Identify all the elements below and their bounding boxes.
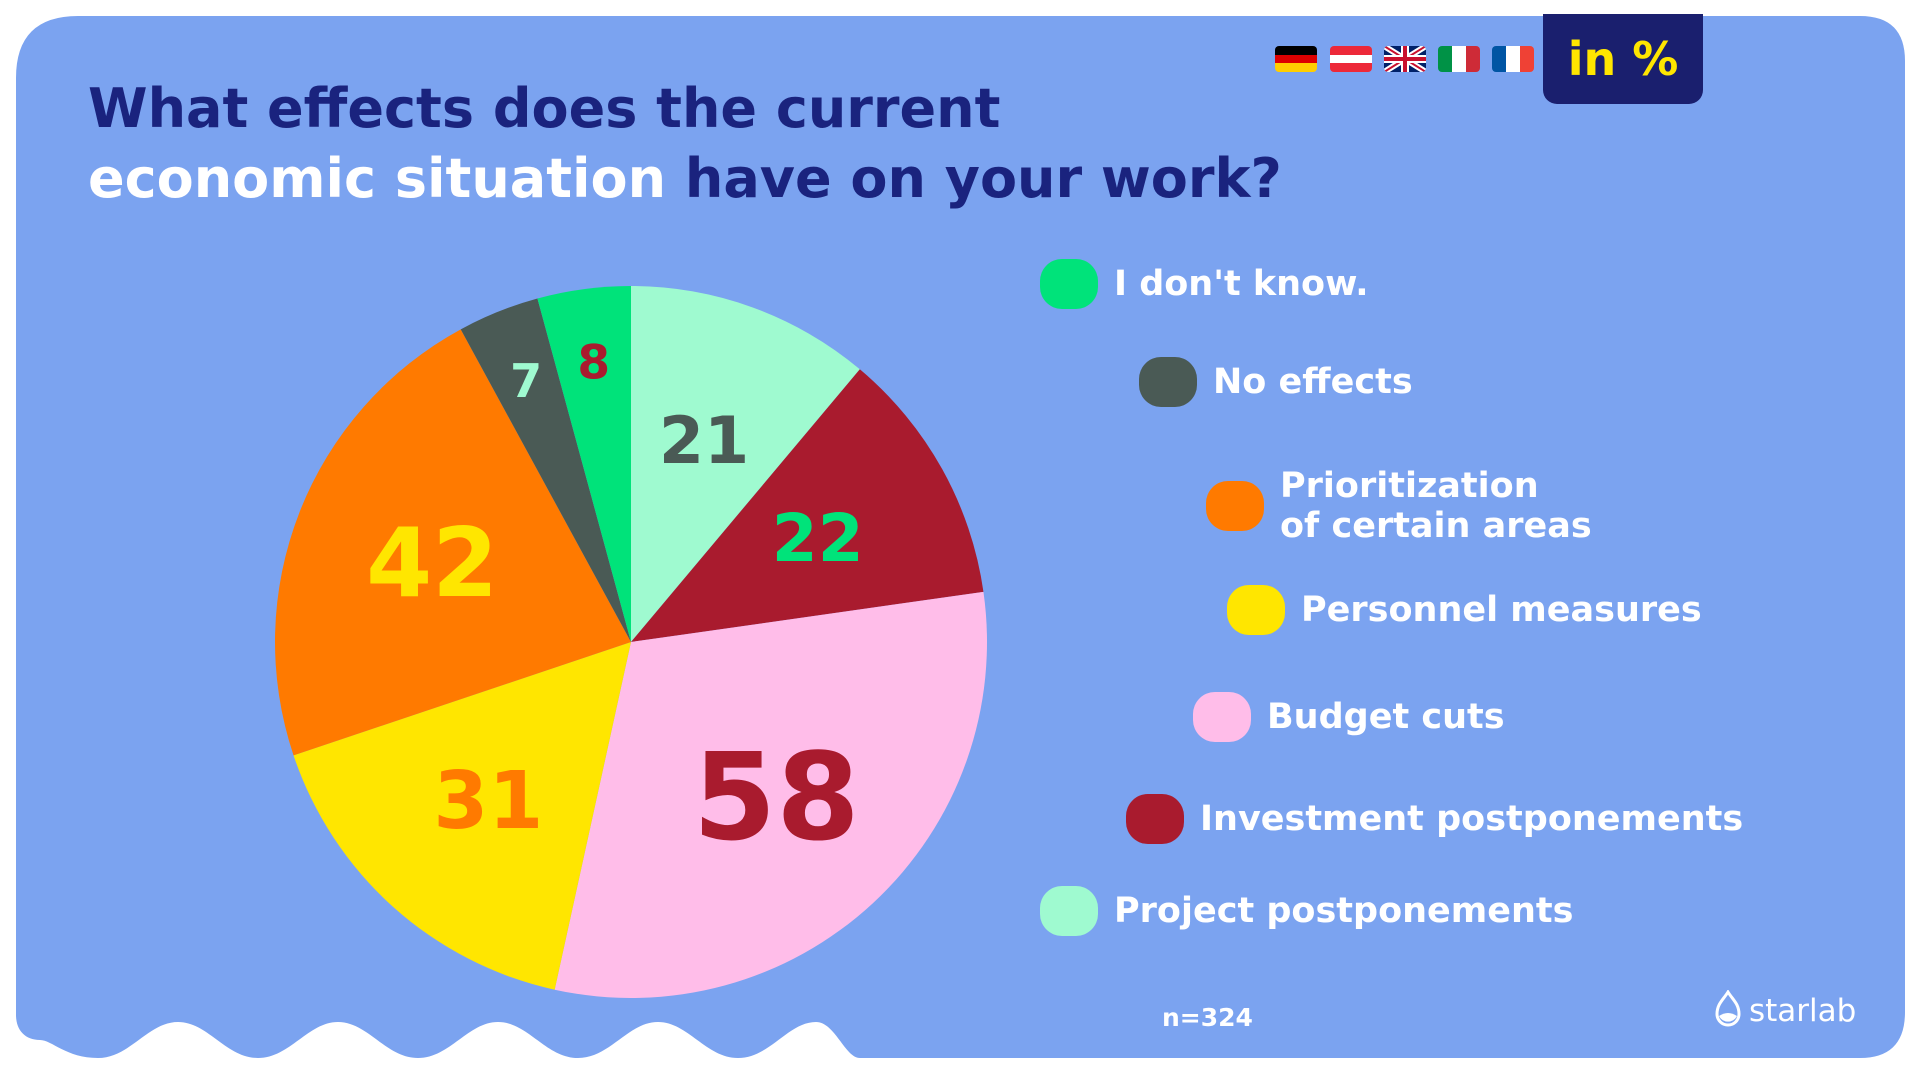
data-label-dont-know: 8 <box>577 336 610 391</box>
legend-item-prioritization: Prioritization of certain areas <box>1206 466 1592 546</box>
title-line-1: What effects does the current <box>88 77 1001 140</box>
data-label-prioritization: 42 <box>366 509 498 619</box>
legend-item-budget-cuts: Budget cuts <box>1193 692 1505 742</box>
french-flag-icon <box>1492 46 1534 72</box>
legend-item-project: Project postponements <box>1040 886 1573 936</box>
uk-flag-icon <box>1384 46 1426 72</box>
austrian-flag-icon <box>1330 46 1372 72</box>
legend-swatch-personnel <box>1227 585 1285 635</box>
legend-label-personnel: Personnel measures <box>1301 590 1702 630</box>
data-label-project: 21 <box>659 404 749 479</box>
data-label-budget-cuts: 58 <box>693 729 860 868</box>
pie-slice-dont-know <box>537 286 631 642</box>
pie-data-labels: 21 22 58 31 42 7 8 <box>366 336 864 868</box>
data-label-investment: 22 <box>772 500 864 577</box>
legend-label-no-effects: No effects <box>1213 362 1413 402</box>
pie-slice-personnel <box>293 642 631 990</box>
italian-flag-icon <box>1438 46 1480 72</box>
pie-slices <box>275 286 987 998</box>
legend-label-prioritization: Prioritization of certain areas <box>1280 466 1592 546</box>
sample-size: n=324 <box>1162 1003 1253 1032</box>
legend-swatch-budget-cuts <box>1193 692 1251 742</box>
german-flag-icon <box>1275 46 1317 72</box>
legend-swatch-dont-know <box>1040 259 1098 309</box>
brand-logo: starlab <box>1713 990 1856 1032</box>
pie-slice-budget-cuts <box>554 591 987 998</box>
legend-label-dont-know: I don't know. <box>1114 264 1369 304</box>
legend-item-dont-know: I don't know. <box>1040 259 1369 309</box>
legend-item-investment: Investment postponements <box>1126 794 1743 844</box>
title-line-2: economic situation have on your work? <box>88 144 1282 214</box>
legend-label-project: Project postponements <box>1114 891 1574 931</box>
pie-slice-project <box>631 286 860 642</box>
unit-badge: in % <box>1543 14 1703 104</box>
legend-swatch-no-effects <box>1139 357 1197 407</box>
legend-item-no-effects: No effects <box>1139 357 1413 407</box>
legend-swatch-prioritization <box>1206 481 1264 531</box>
legend-swatch-project <box>1040 886 1098 936</box>
data-label-personnel: 31 <box>433 755 543 847</box>
data-label-no-effects: 7 <box>510 354 542 408</box>
pie-slice-investment <box>631 369 984 642</box>
legend-label-investment: Investment postponements <box>1200 799 1744 839</box>
legend-label-budget-cuts: Budget cuts <box>1267 697 1505 737</box>
pie-slice-prioritization <box>275 329 631 756</box>
title-segment-dark: have on your work? <box>684 147 1282 210</box>
starlab-logo-icon <box>1715 990 1741 1027</box>
title-segment-light: economic situation <box>88 147 667 210</box>
legend-swatch-investment <box>1126 794 1184 844</box>
pie-slice-no-effects <box>460 298 631 642</box>
brand-name: starlab <box>1749 993 1857 1029</box>
legend-item-personnel: Personnel measures <box>1227 585 1702 635</box>
